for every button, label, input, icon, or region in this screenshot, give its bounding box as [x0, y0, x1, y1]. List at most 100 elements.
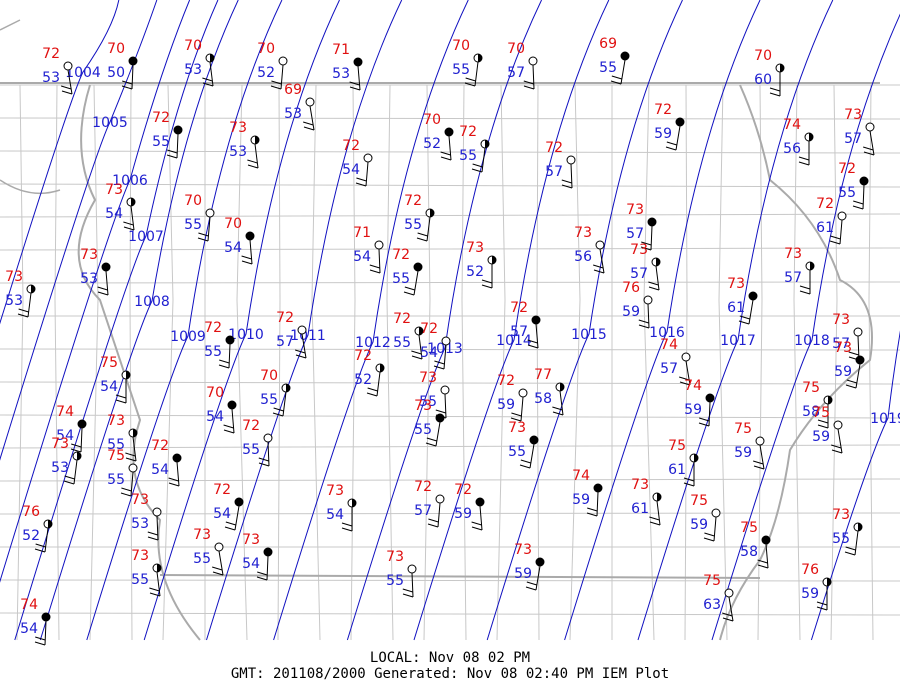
wind-barb: [799, 290, 811, 295]
county-line: [0, 612, 900, 616]
dewpoint: 57: [630, 266, 648, 282]
county-line: [793, 84, 801, 641]
isobar-line: [810, 330, 900, 641]
county-line: [0, 381, 900, 385]
wind-barb: [121, 85, 133, 90]
wind-shaft: [529, 443, 535, 469]
wind-shaft: [435, 421, 441, 447]
dewpoint: 55: [392, 271, 410, 287]
station: 73 54: [242, 532, 273, 581]
wind-shaft: [309, 105, 315, 131]
wind-barb: [845, 384, 857, 389]
wind-barb: [523, 80, 534, 85]
sky-cover-half: [430, 209, 434, 217]
sky-cover: [245, 231, 255, 241]
wind-barb: [149, 592, 161, 597]
wind-shaft: [280, 64, 284, 90]
temperature: 73: [630, 242, 648, 258]
wind-shaft: [650, 225, 653, 251]
dewpoint: 57: [832, 336, 850, 352]
temperature: 73: [414, 398, 432, 414]
wind-shaft: [559, 390, 564, 416]
wind-shaft: [444, 393, 447, 419]
temperature: 73: [386, 549, 404, 565]
county-line: [386, 84, 394, 641]
wind-barb: [35, 543, 46, 548]
temperature: 75: [812, 405, 830, 421]
temperature: 70: [257, 41, 275, 57]
sky-cover: [475, 497, 485, 507]
temperature: 75: [734, 421, 752, 437]
local-time: LOCAL: Nov 08 02 PM: [370, 650, 530, 666]
dewpoint: 63: [703, 597, 721, 613]
wind-barb: [212, 566, 223, 571]
station: 73 55: [508, 420, 539, 469]
temperature: 70: [452, 38, 470, 54]
dewpoint: 54: [326, 507, 344, 523]
wind-barb: [241, 255, 252, 260]
wind-barb: [115, 399, 127, 404]
sky-cover-half: [157, 564, 161, 572]
station: 72 55: [838, 161, 869, 210]
dewpoint: 55: [107, 437, 125, 453]
wind-shaft: [282, 391, 287, 417]
station: 72 59: [497, 373, 528, 422]
wind-barb: [247, 164, 259, 169]
wind-barb: [679, 381, 691, 386]
temperature: 72: [414, 479, 432, 495]
temperature: 73: [514, 542, 532, 558]
wind-barb: [440, 151, 451, 156]
wind-barb: [845, 546, 856, 551]
county-line: [0, 281, 900, 284]
dewpoint: 56: [574, 249, 592, 265]
wind-barb: [769, 92, 781, 97]
temperature: 73: [107, 413, 125, 429]
station: 72 54: [213, 482, 244, 531]
sky-cover: [63, 61, 73, 71]
wind-shaft: [378, 248, 381, 274]
wind-barb: [816, 601, 828, 606]
wind-barb: [202, 82, 214, 87]
sky-cover: [441, 336, 451, 346]
dewpoint: 55: [386, 573, 404, 589]
wind-barb: [198, 232, 209, 237]
station: 70 55: [452, 38, 483, 87]
temperature: 73: [574, 225, 592, 241]
wind-barb: [472, 163, 483, 168]
wind-barb: [481, 279, 493, 284]
wind-barb: [738, 320, 750, 325]
sky-cover: [263, 433, 273, 443]
temperature: 73: [844, 107, 862, 123]
wind-barb: [123, 221, 134, 226]
temperature: 74: [783, 117, 801, 133]
wind-shaft: [443, 344, 447, 370]
wind-shaft: [837, 428, 843, 454]
wind-barb: [587, 507, 598, 512]
wind-barb: [527, 339, 538, 344]
sky-cover-half: [380, 364, 384, 372]
county-line: [277, 84, 281, 641]
wind-shaft: [479, 505, 483, 531]
wind-shaft: [156, 571, 161, 597]
dewpoint: 61: [631, 501, 649, 517]
temperature: 69: [599, 36, 617, 52]
station: 73 57: [630, 242, 661, 291]
sky-cover: [225, 335, 235, 345]
wind-shaft: [130, 205, 135, 231]
wind-barb: [638, 319, 649, 324]
wind-barb: [831, 444, 842, 449]
wind-barb: [523, 85, 535, 90]
wind-barb: [440, 156, 452, 161]
dewpoint: 57: [784, 270, 802, 286]
wind-barb: [115, 394, 127, 399]
wind-barb: [683, 477, 695, 482]
wind-barb: [552, 406, 563, 411]
dewpoint: 54: [213, 506, 231, 522]
temperature: 72: [454, 482, 472, 498]
county-line: [496, 84, 506, 641]
wind-shaft: [599, 248, 605, 274]
wind-barb: [703, 537, 715, 542]
wind-barb: [831, 449, 843, 454]
dewpoint: 54: [242, 556, 260, 572]
